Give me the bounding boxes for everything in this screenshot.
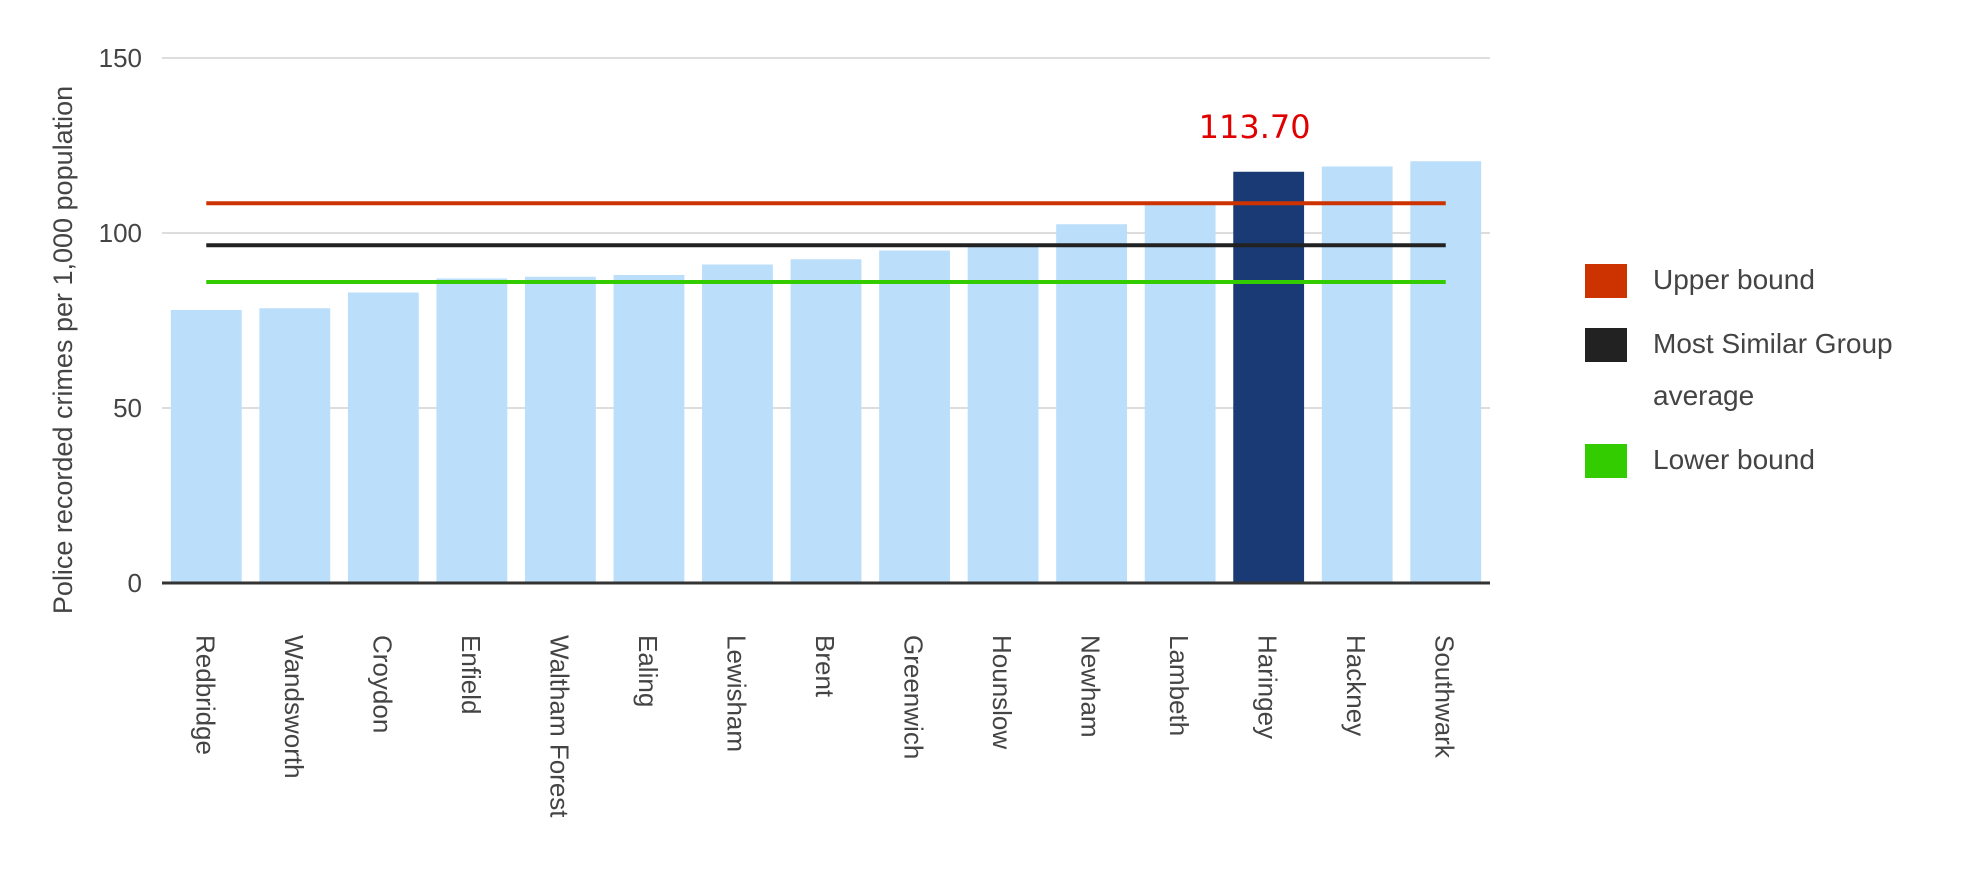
bar — [436, 278, 508, 583]
bar — [1056, 224, 1128, 583]
bar — [1321, 166, 1393, 583]
bar — [613, 275, 685, 583]
legend-label-msg-average: Most Similar Group average — [1653, 328, 1893, 411]
x-tick-label: Hackney — [1341, 635, 1371, 736]
y-axis-label: Police recorded crimes per 1,000 populat… — [48, 86, 78, 614]
y-tick-label: 50 — [113, 393, 142, 423]
bar — [1233, 171, 1305, 583]
legend-item-lower-bound: Lower bound — [1585, 442, 1955, 486]
legend-item-upper-bound: Upper bound — [1585, 262, 1955, 306]
bar — [879, 250, 950, 583]
x-tick-label: Redbridge — [190, 635, 220, 755]
bar — [702, 264, 773, 583]
x-tick-label: Enfield — [456, 635, 486, 715]
x-tick-label: Lewisham — [721, 635, 751, 752]
x-tick-label: Haringey — [1253, 635, 1283, 739]
x-tick-label: Southwark — [1430, 635, 1460, 759]
bar — [170, 310, 242, 583]
y-tick-label: 100 — [99, 218, 142, 248]
y-tick-label: 0 — [128, 568, 142, 598]
bar — [1144, 205, 1216, 583]
x-tick-label: Hounslow — [987, 635, 1017, 749]
x-tick-label: Ealing — [633, 635, 663, 707]
x-tick-label: Croydon — [367, 635, 397, 733]
y-tick-labels: 0 50 100 150 — [99, 43, 142, 598]
reference-lines — [206, 201, 1446, 284]
x-tick-label: Lambeth — [1164, 635, 1194, 736]
bar — [524, 276, 596, 583]
bar — [259, 308, 331, 583]
bar — [967, 243, 1039, 583]
bar — [1410, 161, 1482, 583]
legend-swatch-lower-bound — [1585, 444, 1627, 478]
x-tick-label: Greenwich — [899, 635, 929, 759]
bars — [170, 161, 1482, 583]
legend-item-msg-average: Most Similar Group average — [1585, 326, 1955, 422]
legend-label-lower-bound: Lower bound — [1653, 444, 1815, 475]
legend-swatch-msg-average — [1585, 328, 1627, 362]
legend-label-upper-bound: Upper bound — [1653, 264, 1815, 295]
bar — [790, 259, 862, 583]
legend-swatch-upper-bound — [1585, 264, 1627, 298]
x-tick-label: Waltham Forest — [544, 635, 574, 818]
x-tick-label: Wandsworth — [279, 635, 309, 779]
x-tick-label: Brent — [810, 635, 840, 698]
y-tick-label: 150 — [99, 43, 142, 73]
x-tick-labels: Redbridge Wandsworth Croydon Enfield Waltham… — [190, 635, 1459, 818]
highlight-value-annotation: 113.70 — [1199, 108, 1311, 146]
legend: Upper bound Most Similar Group average L… — [1585, 262, 1955, 506]
x-tick-label: Newham — [1076, 635, 1106, 738]
bar — [347, 292, 419, 583]
